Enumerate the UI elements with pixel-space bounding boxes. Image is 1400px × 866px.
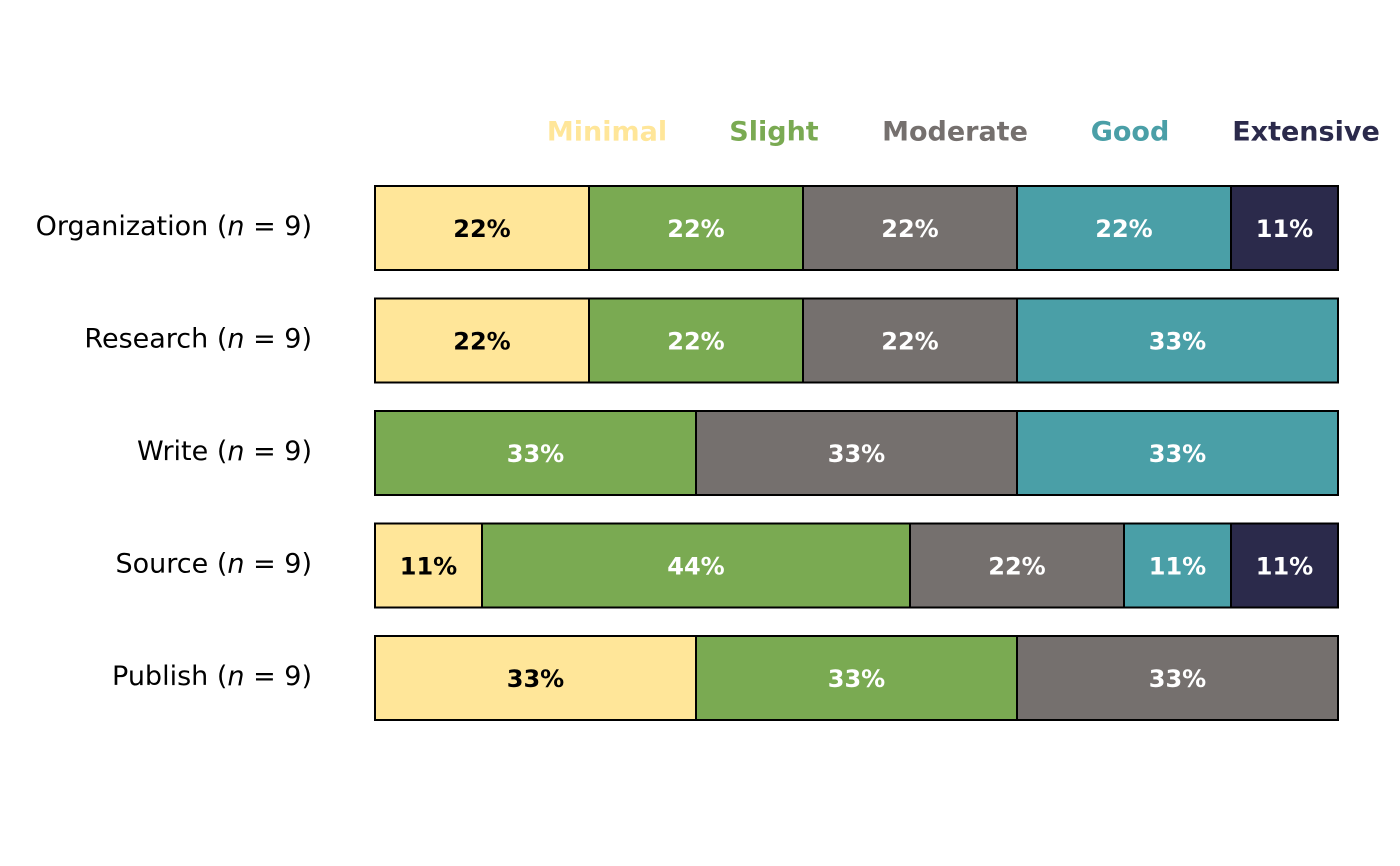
bar-segment-good [1123,522,1232,609]
row-label-n-value: = 9) [245,661,313,692]
data-label-slight: 22% [667,215,724,243]
row-label-n-value: = 9) [245,436,313,467]
data-label-slight: 33% [828,665,885,693]
bar-row-publish: 33% 33% 33% [374,635,1339,721]
row-label-n-symbol: n [227,548,244,579]
bar-segment-moderate [1016,635,1339,721]
data-label-good: 33% [1149,328,1206,356]
row-label-publish: Publish (n = 9) [112,661,312,692]
legend-item-moderate: Moderate [882,117,1028,148]
bar-segment-good [1016,297,1339,384]
data-label-extensive: 11% [1256,215,1313,243]
row-label-n-value: = 9) [245,548,313,579]
legend-item-slight: Slight [729,117,819,148]
data-label-moderate: 33% [1149,665,1206,693]
data-label-slight: 44% [667,553,724,581]
bar-row-organization: 22% 22% 22% 22% 11% [374,185,1339,271]
bar-row-source: 11% 44% 22% 11% 11% [374,522,1339,609]
bar-segment-slight [374,410,697,496]
data-label-moderate: 33% [828,440,885,468]
legend-item-good: Good [1091,117,1170,148]
row-label-n-value: = 9) [245,323,313,354]
row-label-n-value: = 9) [245,211,313,242]
row-label-name: Publish ( [112,661,227,692]
bar-segment-moderate [802,297,1018,384]
bar-segment-moderate [802,185,1018,271]
bar-segment-slight [481,522,911,609]
row-label-organization: Organization (n = 9) [36,211,312,242]
row-label-n-symbol: n [227,436,244,467]
row-label-source: Source (n = 9) [116,548,312,579]
bar-row-research: 22% 22% 22% 33% [374,297,1339,384]
data-label-good: 22% [1095,215,1152,243]
data-label-moderate: 22% [881,328,938,356]
data-label-minimal: 11% [400,553,457,581]
data-label-moderate: 22% [881,215,938,243]
row-label-name: Organization ( [36,211,228,242]
row-label-name: Write ( [137,436,227,467]
bar-segment-slight [695,635,1018,721]
data-label-minimal: 22% [453,215,510,243]
legend-item-extensive: Extensive [1232,117,1380,148]
legend: Minimal Slight Moderate Good Extensive [547,117,1380,148]
bar-segment-good [1016,410,1339,496]
data-label-minimal: 33% [507,665,564,693]
bar-segment-minimal [374,635,697,721]
bars: 22% 22% 22% 22% 11% 22% 22% 22% 33% 33% 33% 33% 11% 4… [374,185,1339,721]
legend-item-minimal: Minimal [547,117,667,148]
data-label-slight: 33% [507,440,564,468]
row-label-research: Research (n = 9) [84,323,312,354]
bar-segment-slight [588,297,804,384]
row-label-write: Write (n = 9) [137,436,312,467]
row-label-n-symbol: n [227,661,244,692]
data-label-extensive: 11% [1256,553,1313,581]
bar-segment-extensive [1230,185,1339,271]
bar-segment-minimal [374,522,483,609]
data-label-good: 33% [1149,440,1206,468]
bar-segment-minimal [374,185,590,271]
data-label-moderate: 22% [988,553,1045,581]
bar-row-write: 33% 33% 33% [374,410,1339,496]
row-label-n-symbol: n [227,323,244,354]
bar-segment-minimal [374,297,590,384]
row-label-n-symbol: n [227,211,244,242]
data-label-slight: 22% [667,328,724,356]
bar-segment-slight [588,185,804,271]
data-label-minimal: 22% [453,328,510,356]
row-label-name: Source ( [116,548,228,579]
row-label-name: Research ( [84,323,227,354]
row-labels: Organization (n = 9)Research (n = 9)Writ… [36,211,312,692]
bar-segment-extensive [1230,522,1339,609]
data-label-good: 11% [1149,553,1206,581]
